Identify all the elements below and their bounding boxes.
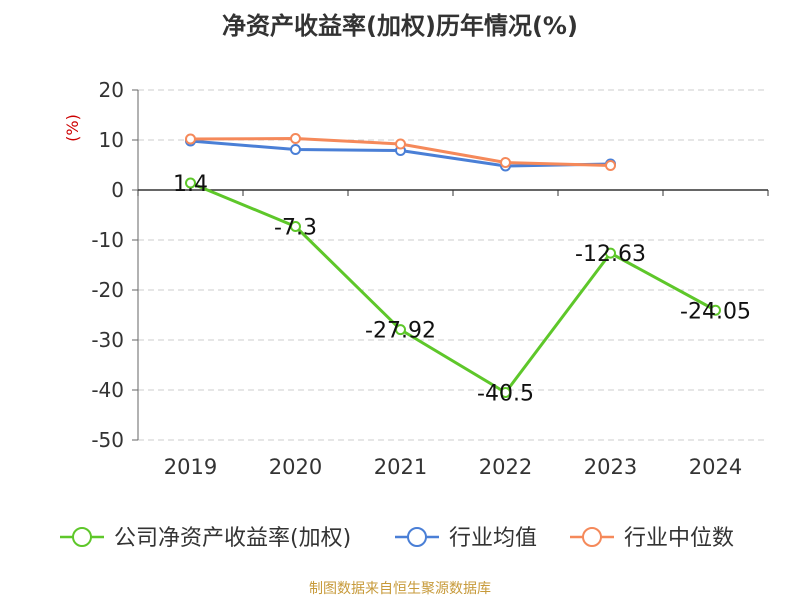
data-point <box>605 160 616 171</box>
y-tick-label: 0 <box>111 178 124 202</box>
data-label: -7.3 <box>274 216 317 241</box>
data-label: -12.63 <box>575 242 646 267</box>
data-source-footer: 制图数据来自恒生聚源数据库 <box>309 581 491 597</box>
data-point <box>500 157 511 168</box>
data-label: -27.92 <box>365 319 436 344</box>
data-point <box>290 133 301 144</box>
legend-label: 行业均值 <box>449 526 537 551</box>
data-point <box>185 133 196 145</box>
data-point <box>395 138 406 150</box>
x-tick-label: 2020 <box>269 455 322 479</box>
y-axis-label: (%) <box>63 114 82 142</box>
y-tick-label: 10 <box>99 128 124 152</box>
x-tick-label: 2019 <box>164 455 217 479</box>
data-point <box>395 324 406 336</box>
y-tick-label: -40 <box>91 378 124 402</box>
y-tick-label: -10 <box>91 228 124 252</box>
x-tick-label: 2022 <box>479 455 532 479</box>
series-line <box>189 181 717 394</box>
data-point <box>185 177 196 189</box>
y-tick-label: 20 <box>99 78 124 102</box>
x-tick-label: 2023 <box>584 455 637 479</box>
data-point <box>500 387 511 398</box>
y-tick-label: -50 <box>91 428 124 452</box>
y-tick-label: -30 <box>91 328 124 352</box>
x-tick-label: 2021 <box>374 455 427 479</box>
legend-marker <box>582 527 602 547</box>
chart-title: 净资产收益率(加权)历年情况(%) <box>222 12 578 40</box>
legend-marker <box>72 527 92 547</box>
data-label: -40.5 <box>477 382 534 407</box>
legend-label: 公司净资产收益率(加权) <box>114 526 351 551</box>
data-label: -24.05 <box>680 299 751 324</box>
data-point <box>605 247 616 259</box>
legend-label: 行业中位数 <box>624 526 734 551</box>
x-tick-label: 2024 <box>689 455 742 479</box>
data-point <box>710 304 721 316</box>
data-label: 1.4 <box>173 172 208 197</box>
data-point <box>290 144 301 155</box>
data-point <box>290 221 301 232</box>
legend-marker <box>407 527 427 547</box>
y-tick-label: -20 <box>91 278 124 302</box>
